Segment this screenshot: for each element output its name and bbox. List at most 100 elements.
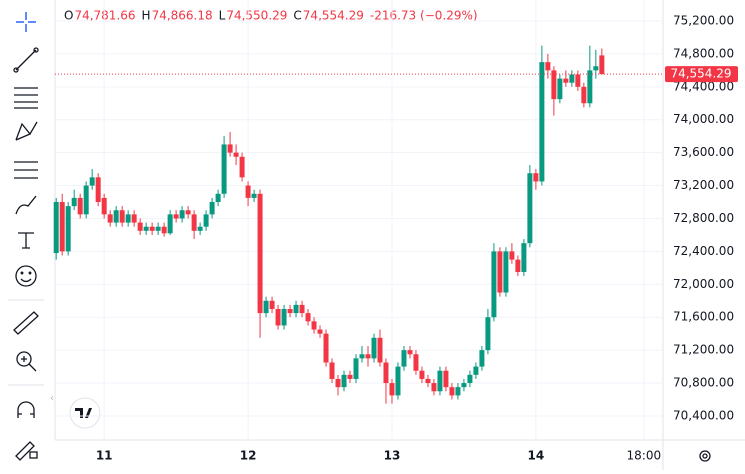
candle-body — [305, 313, 311, 322]
candle-body — [119, 210, 125, 223]
candle-body — [473, 366, 479, 375]
candle-body — [575, 74, 581, 87]
candle-body — [479, 350, 485, 367]
prediction-tool[interactable] — [14, 161, 38, 179]
candle-body — [53, 202, 59, 254]
candle-body — [401, 350, 407, 367]
magnet-tool[interactable] — [17, 401, 35, 418]
candle-body — [389, 383, 395, 396]
candle-body — [311, 321, 317, 330]
candle-body — [485, 317, 491, 351]
candle-body — [281, 308, 287, 326]
candle-body — [263, 300, 269, 314]
pattern-tool[interactable] — [15, 121, 38, 141]
candle-body — [89, 177, 95, 186]
candle-body — [191, 214, 197, 231]
candle-body — [581, 86, 587, 104]
candle-body — [425, 378, 431, 384]
candle-body — [551, 70, 557, 100]
candle-body — [587, 70, 593, 104]
candle-body — [449, 387, 455, 396]
candle-body — [395, 366, 401, 396]
x-tick-label: 13 — [384, 449, 401, 463]
candle-body — [413, 354, 419, 371]
crosshair-tool[interactable] — [16, 12, 36, 32]
candle-body — [497, 251, 503, 293]
trendline-tool[interactable] — [13, 47, 39, 73]
y-tick-label: 74,400.00 — [673, 79, 734, 93]
candle-body — [125, 214, 131, 223]
candle-body — [509, 251, 515, 260]
candle-body — [515, 259, 521, 272]
candle-body — [455, 387, 461, 396]
candle-body — [173, 214, 179, 219]
y-tick-label: 74,000.00 — [673, 112, 734, 126]
candle-body — [539, 62, 545, 182]
candle-body — [59, 202, 65, 252]
candle-body — [365, 354, 371, 359]
candle-body — [299, 304, 305, 314]
candle-body — [347, 374, 353, 379]
brush-tool[interactable] — [15, 195, 37, 215]
last-price-box — [665, 66, 738, 83]
candle-body — [419, 370, 425, 379]
candle-body — [251, 193, 257, 198]
lock-draw-tool[interactable] — [15, 441, 38, 461]
candle-body — [407, 350, 413, 355]
candles — [53, 45, 605, 404]
candle-body — [461, 383, 467, 388]
legend-change: -216.73 (−0.29%) — [370, 9, 478, 23]
candle-body — [353, 358, 359, 379]
candle-body — [83, 185, 89, 215]
zoom-tool[interactable] — [16, 351, 37, 372]
collapse-handle[interactable]: ‹ — [50, 393, 54, 404]
y-tick-label: 70,800.00 — [673, 376, 734, 390]
x-tick-label: 18:00 — [627, 449, 662, 463]
candle-body — [431, 383, 437, 392]
candle-body — [113, 210, 119, 223]
candle-body — [101, 197, 107, 215]
settings-icon[interactable] — [699, 450, 711, 462]
candle-body — [593, 66, 599, 71]
candle-body — [185, 210, 191, 215]
candle-body — [533, 173, 539, 182]
grid — [55, 0, 663, 440]
fib-tool[interactable] — [14, 87, 38, 109]
candle-body — [131, 214, 137, 223]
candle-body — [269, 300, 275, 309]
y-tick-label: 73,600.00 — [673, 145, 734, 159]
candle-body — [209, 202, 215, 215]
candle-body — [317, 329, 323, 334]
y-tick-label: 72,800.00 — [673, 211, 734, 225]
candle-body — [95, 177, 101, 203]
text-tool[interactable] — [18, 232, 34, 249]
candle-body — [323, 333, 329, 363]
candle-body — [545, 62, 551, 71]
candle-body — [377, 337, 383, 363]
ruler-tool[interactable] — [13, 311, 39, 335]
candle-body — [467, 374, 473, 384]
legend-key: H — [142, 9, 151, 23]
tradingview-logo[interactable] — [69, 397, 101, 429]
legend-value: 74,550.29 — [226, 9, 287, 23]
candle-body — [197, 226, 203, 231]
legend-key: C — [293, 9, 301, 23]
candle-body — [71, 197, 77, 207]
candle-body — [257, 193, 263, 314]
candle-body — [563, 78, 569, 83]
y-tick-label: 70,400.00 — [673, 408, 734, 422]
legend-key: L — [219, 9, 226, 23]
y-tick-label: 75,200.00 — [673, 13, 734, 27]
x-tick-label: 14 — [528, 449, 545, 463]
ohlc-legend: O 74,781.66 H 74,866.18 L 74,550.29 C 74,554.29… — [64, 9, 478, 23]
candle-body — [167, 214, 173, 234]
candle-body — [437, 370, 443, 392]
candle-body — [233, 152, 239, 157]
candle-body — [599, 55, 605, 75]
candle-body — [137, 222, 143, 231]
y-tick-label: 71,200.00 — [673, 343, 734, 357]
candle-body — [329, 362, 335, 379]
candle-body — [203, 214, 209, 227]
emoji-tool[interactable] — [15, 265, 37, 287]
